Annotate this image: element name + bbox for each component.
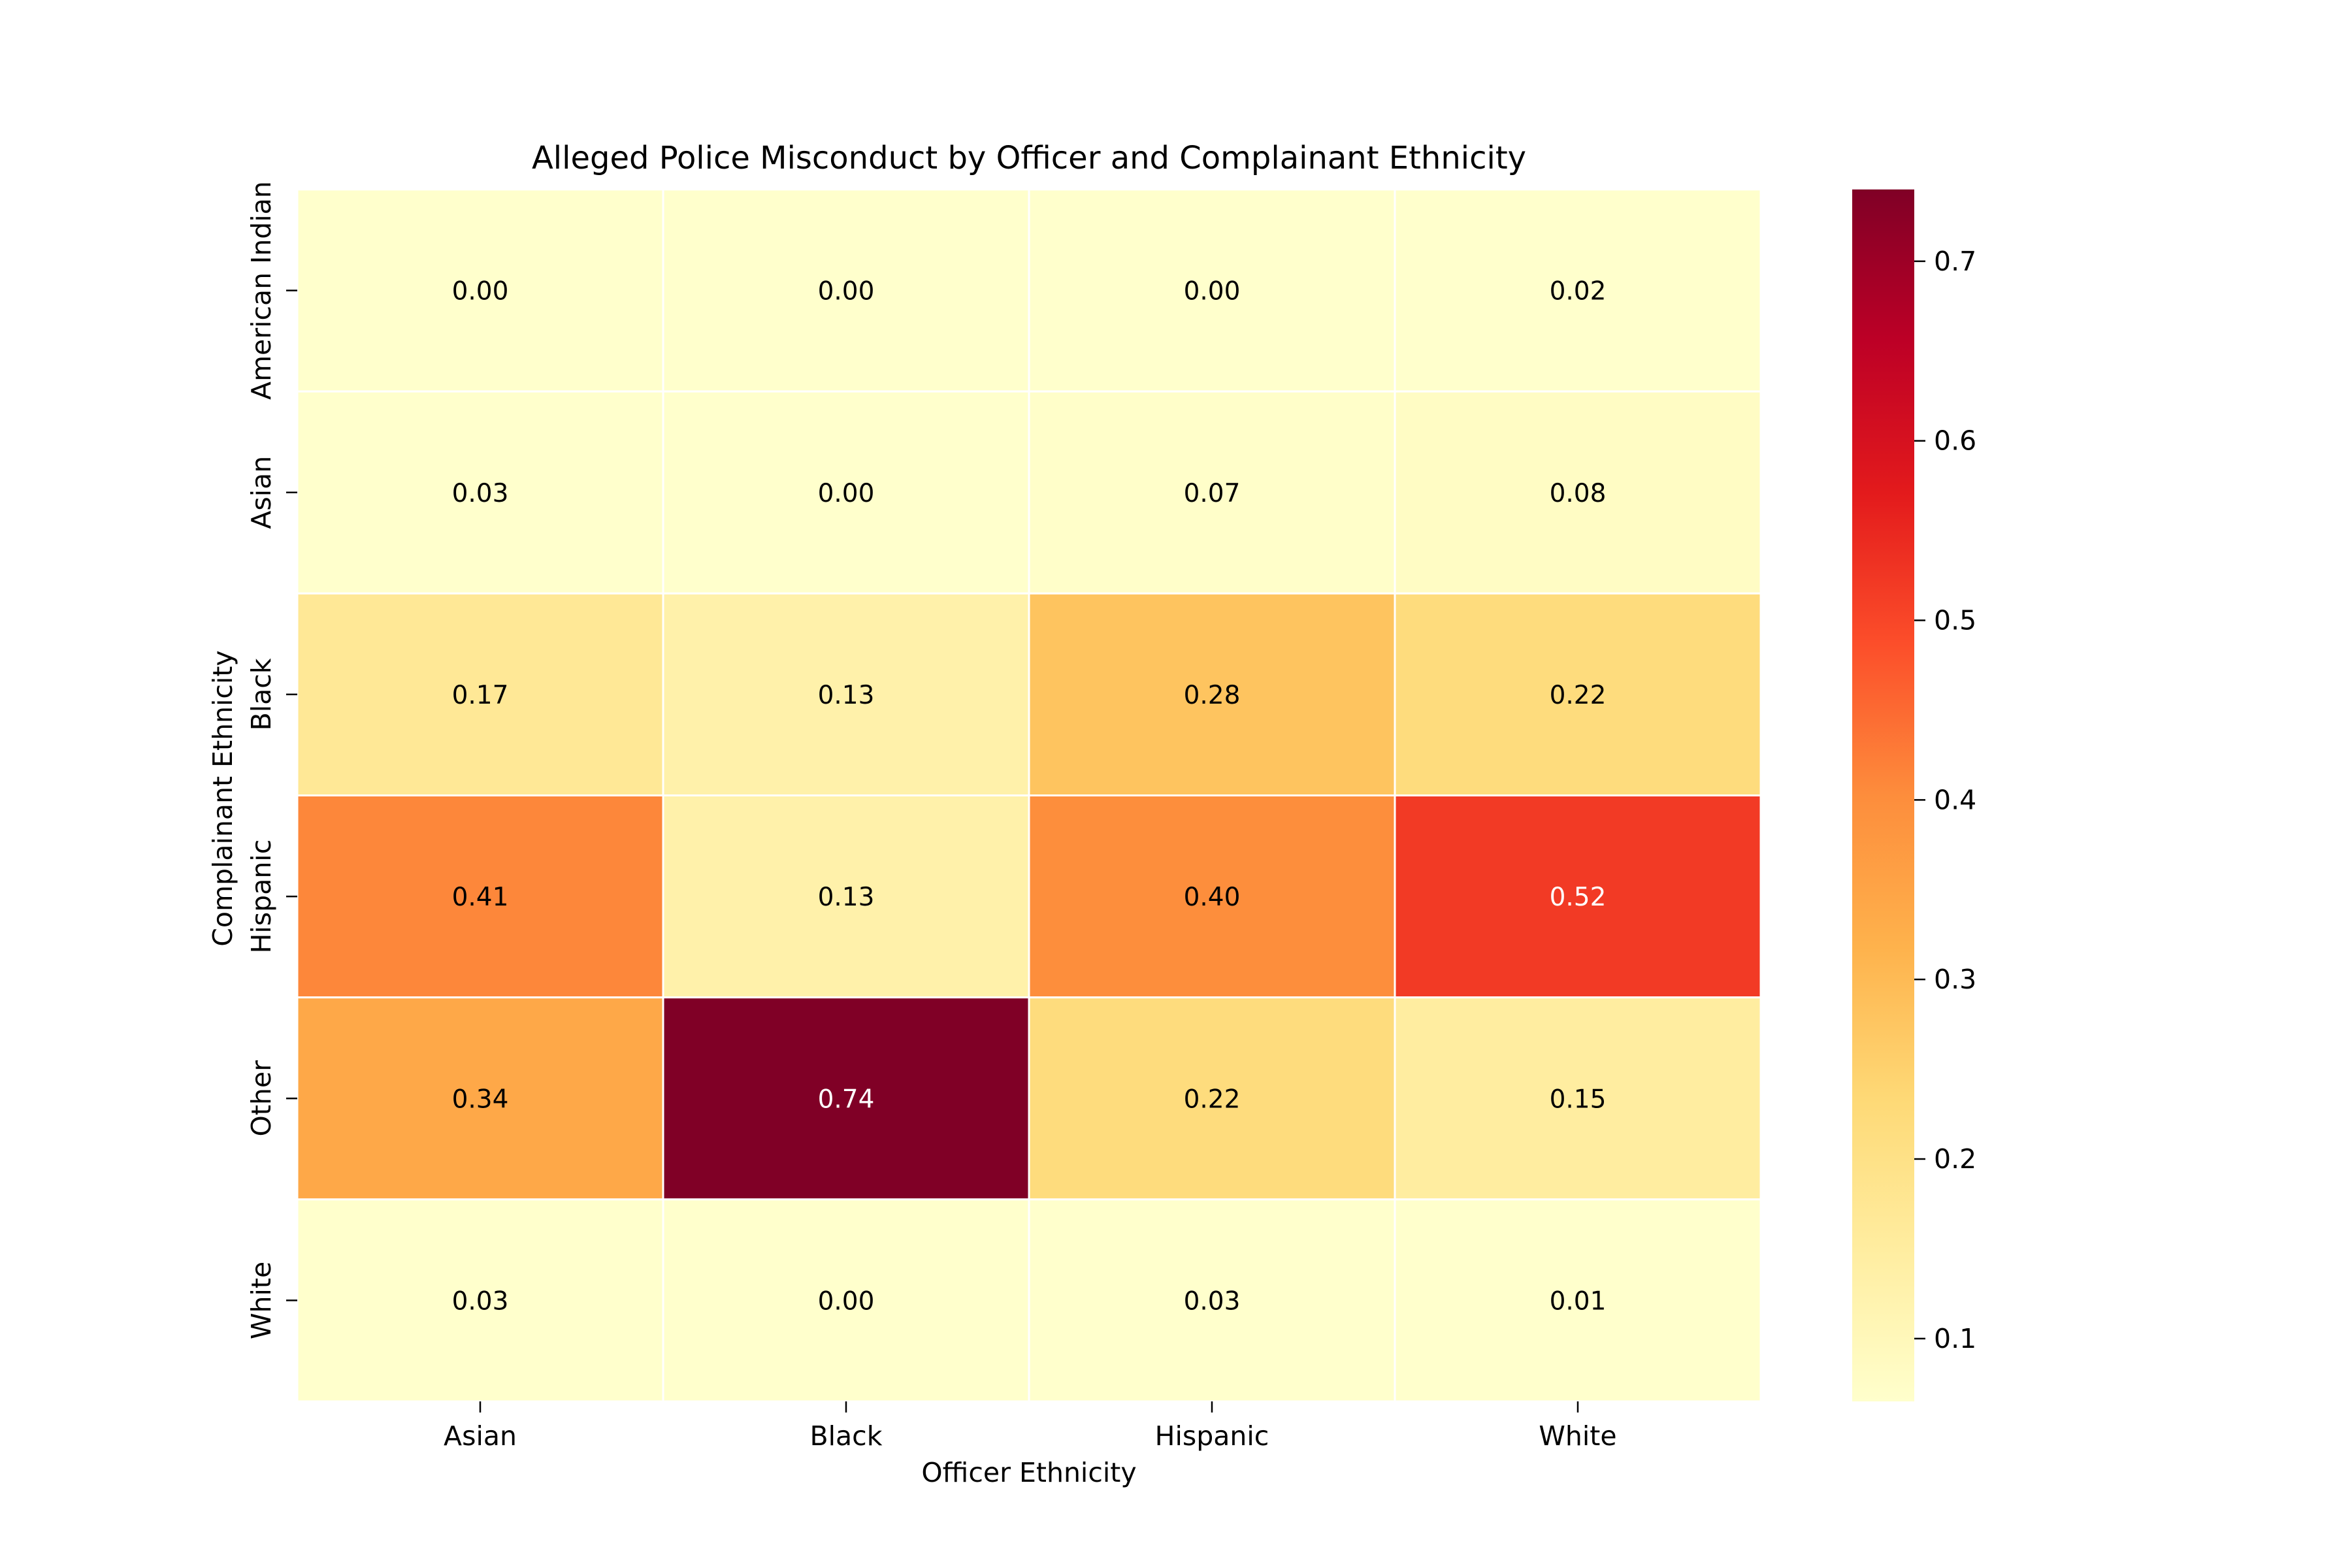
x-axis-label: Officer Ethnicity (921, 1457, 1136, 1488)
cell-value-label: 0.15 (1550, 1085, 1607, 1114)
colorbar-tick-label: 0.1 (1934, 1323, 1976, 1354)
heatmap-cell (1028, 1198, 1396, 1403)
heatmap-cell (1394, 188, 1762, 393)
x-tick-labels: Asian Black Hispanic White (444, 1401, 1617, 1452)
x-tick-label: Hispanic (1155, 1420, 1269, 1452)
cell-value-label: 0.28 (1184, 681, 1241, 710)
cell-value-label: 0.00 (818, 479, 875, 508)
heatmap-cell (1028, 996, 1396, 1201)
y-tick-label: Other (246, 1060, 277, 1137)
cell-value-label: 0.74 (818, 1085, 875, 1114)
heatmap-cell (662, 188, 1030, 393)
cell-value-label: 0.13 (818, 883, 875, 912)
cell-value-label: 0.03 (1184, 1286, 1241, 1316)
heatmap-cell (662, 794, 1030, 999)
y-axis-label: Complainant Ethnicity (207, 650, 238, 946)
cell-value-label: 0.07 (1184, 479, 1241, 508)
heatmap-cell (296, 188, 664, 393)
y-tick-label: Asian (246, 456, 277, 529)
cell-value-label: 0.40 (1184, 883, 1241, 912)
colorbar-tick-label: 0.2 (1934, 1143, 1976, 1175)
y-tick-label: Black (246, 658, 277, 730)
heatmap-cell (1394, 996, 1762, 1201)
heatmap-cell (662, 1198, 1030, 1403)
cell-value-label: 0.00 (1184, 277, 1241, 306)
y-tick-label: American Indian (246, 181, 277, 400)
colorbar-tick-label: 0.3 (1934, 964, 1976, 995)
colorbar-gradient (1852, 189, 1914, 1401)
heatmap-cell (662, 592, 1030, 796)
colorbar-tick-label: 0.4 (1934, 784, 1976, 815)
colorbar-tick-label: 0.6 (1934, 425, 1976, 457)
y-tick-labels: American Indian Asian Black Hispanic Other Wh… (246, 181, 297, 1339)
heatmap-cell (296, 390, 664, 595)
heatmap-cell (1028, 188, 1396, 393)
x-tick-label: White (1539, 1420, 1616, 1452)
heatmap-cell (1394, 390, 1762, 595)
heatmap-cell (1028, 794, 1396, 999)
cell-value-label: 0.17 (452, 681, 509, 710)
cell-value-label: 0.01 (1550, 1286, 1607, 1316)
cell-value-label: 0.03 (452, 1286, 509, 1316)
cell-value-label: 0.00 (818, 277, 875, 306)
heatmap-cell (1394, 592, 1762, 796)
cell-value-label: 0.52 (1550, 883, 1607, 912)
heatmap-cell (1394, 1198, 1762, 1403)
y-tick-label: White (246, 1262, 277, 1339)
heatmap-cell (662, 996, 1030, 1201)
heatmap-cell (296, 794, 664, 999)
x-tick-label: Asian (444, 1420, 517, 1452)
cell-value-label: 0.02 (1550, 277, 1607, 306)
heatmap-cell (662, 390, 1030, 595)
cell-value-label: 0.34 (452, 1085, 509, 1114)
y-tick-label: Hispanic (246, 840, 277, 954)
cell-value-label: 0.22 (1184, 1085, 1241, 1114)
cell-value-label: 0.00 (452, 277, 509, 306)
cell-value-label: 0.00 (818, 1286, 875, 1316)
heatmap-cell (296, 996, 664, 1201)
x-tick-label: Black (810, 1420, 883, 1452)
chart-title: Alleged Police Misconduct by Officer and… (532, 140, 1526, 176)
colorbar-tick-label: 0.5 (1934, 605, 1976, 636)
heatmap-cell (296, 1198, 664, 1403)
cell-value-label: 0.22 (1550, 681, 1607, 710)
cell-value-label: 0.03 (452, 479, 509, 508)
heatmap-cell (1394, 794, 1762, 999)
cell-value-label: 0.13 (818, 681, 875, 710)
colorbar-tick-label: 0.7 (1934, 246, 1976, 277)
cell-value-label: 0.41 (452, 883, 509, 912)
colorbar: 0.1 0.2 0.3 0.4 0.5 0.6 0.7 (1852, 189, 1976, 1401)
cell-value-label: 0.08 (1550, 479, 1607, 508)
heatmap-cells: 0.00 0.00 0.00 0.02 0.03 0.00 0.07 0.08 0.17 0.13… (296, 188, 1762, 1403)
